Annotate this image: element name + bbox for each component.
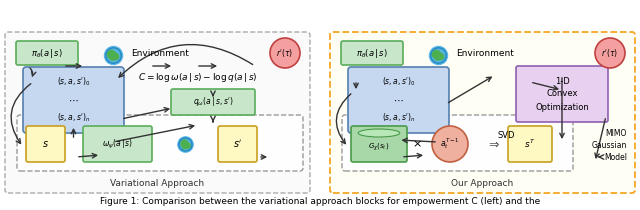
Text: Our Approach: Our Approach <box>451 180 514 189</box>
Text: $\Rightarrow$: $\Rightarrow$ <box>486 138 500 151</box>
Text: $r'(\tau)$: $r'(\tau)$ <box>602 47 619 59</box>
Text: $\times$: $\times$ <box>412 139 422 149</box>
FancyBboxPatch shape <box>351 126 407 162</box>
Circle shape <box>432 126 468 162</box>
FancyBboxPatch shape <box>516 66 608 122</box>
Text: Variational Approach: Variational Approach <box>111 180 205 189</box>
Text: $\pi_\theta(a\,|\,s)$: $\pi_\theta(a\,|\,s)$ <box>356 46 388 59</box>
Text: 1-D: 1-D <box>555 76 570 85</box>
FancyBboxPatch shape <box>23 67 124 133</box>
Text: $(s,a,s^\prime)_n$: $(s,a,s^\prime)_n$ <box>381 112 415 124</box>
Ellipse shape <box>358 129 400 137</box>
FancyBboxPatch shape <box>26 126 65 162</box>
Text: $\cdots$: $\cdots$ <box>393 95 404 105</box>
FancyBboxPatch shape <box>348 67 449 133</box>
Text: $C = \log\omega(a\,|\,s) - \log q(a\,|\,s)$: $C = \log\omega(a\,|\,s) - \log q(a\,|\,… <box>138 71 258 84</box>
Text: $\cdots$: $\cdots$ <box>68 95 79 105</box>
Text: Optimization: Optimization <box>535 102 589 112</box>
Circle shape <box>595 38 625 68</box>
Text: $q_\omega(a\,|\,s,s^\prime)$: $q_\omega(a\,|\,s,s^\prime)$ <box>193 96 234 109</box>
Text: Gaussian: Gaussian <box>591 141 627 150</box>
Text: $(s,a,s^\prime)_0$: $(s,a,s^\prime)_0$ <box>381 76 415 88</box>
FancyBboxPatch shape <box>5 32 310 193</box>
Text: $s^T$: $s^T$ <box>524 138 536 150</box>
Text: SVD: SVD <box>498 130 515 139</box>
FancyBboxPatch shape <box>342 115 573 171</box>
FancyBboxPatch shape <box>341 41 403 65</box>
Circle shape <box>270 38 300 68</box>
FancyBboxPatch shape <box>83 126 152 162</box>
FancyBboxPatch shape <box>17 115 303 171</box>
Text: $a_t^{T-1}$: $a_t^{T-1}$ <box>440 136 460 151</box>
Text: $s$: $s$ <box>42 139 49 149</box>
FancyBboxPatch shape <box>330 32 635 193</box>
Text: $\pi_\theta(a\,|\,s)$: $\pi_\theta(a\,|\,s)$ <box>31 46 63 59</box>
Text: Figure 1: Comparison between the variational approach blocks for empowerment C (: Figure 1: Comparison between the variati… <box>100 197 540 206</box>
Text: Environment: Environment <box>131 49 189 58</box>
Text: Convex: Convex <box>547 89 578 98</box>
Text: MIMO: MIMO <box>605 129 627 138</box>
Text: $(s,a,s^\prime)_0$: $(s,a,s^\prime)_0$ <box>56 76 90 88</box>
FancyBboxPatch shape <box>16 41 78 65</box>
Text: $s'$: $s'$ <box>233 138 242 150</box>
FancyBboxPatch shape <box>508 126 552 162</box>
Text: Environment: Environment <box>456 49 514 58</box>
Text: Model: Model <box>604 154 627 163</box>
Text: $r'(\tau)$: $r'(\tau)$ <box>276 47 294 59</box>
FancyBboxPatch shape <box>218 126 257 162</box>
FancyBboxPatch shape <box>171 89 255 115</box>
Text: $G_\chi(s_t)$: $G_\chi(s_t)$ <box>369 141 390 153</box>
Text: $\omega_\psi(a\,|\,s)$: $\omega_\psi(a\,|\,s)$ <box>102 138 133 151</box>
Text: $(s,a,s^\prime)_n$: $(s,a,s^\prime)_n$ <box>57 112 90 124</box>
